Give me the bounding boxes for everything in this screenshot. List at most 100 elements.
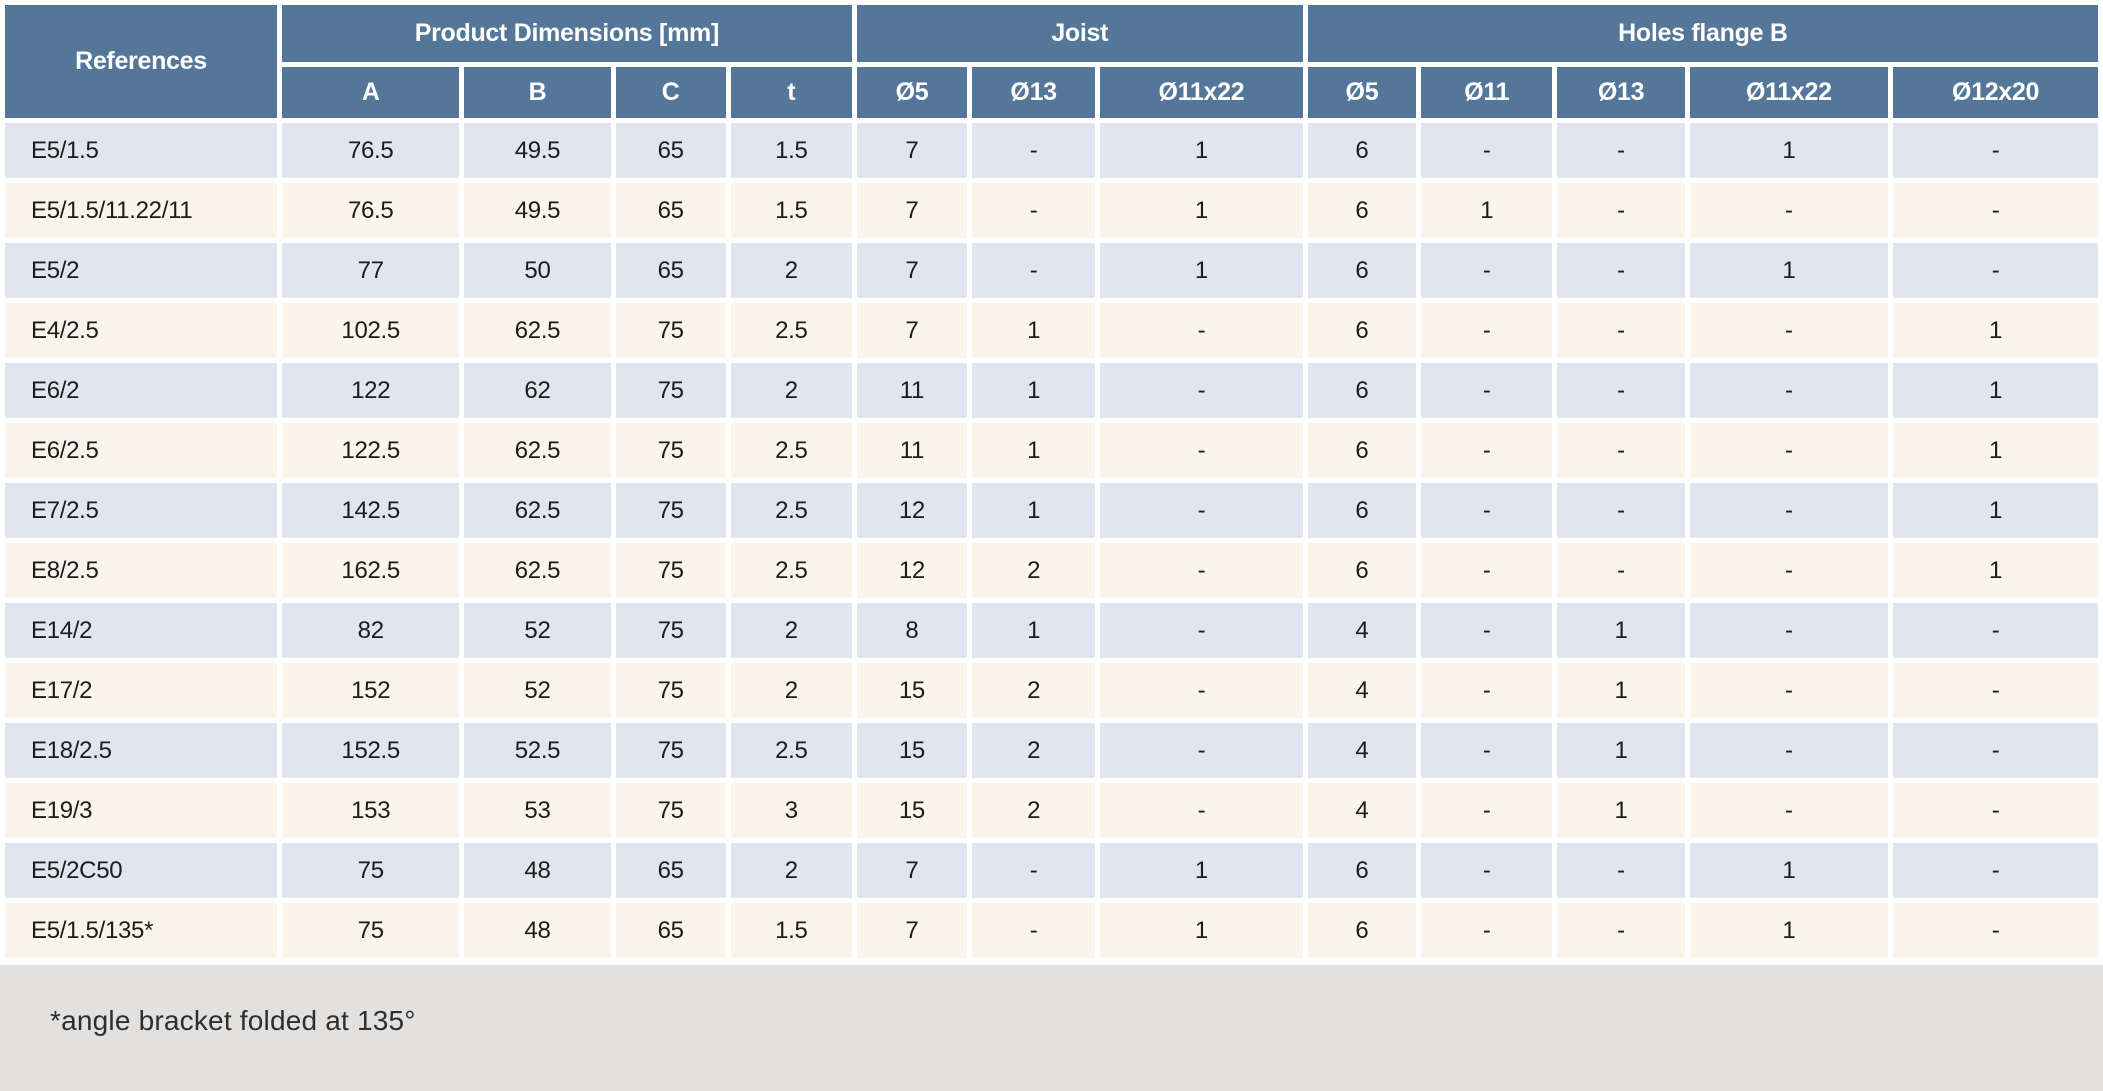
reference-cell: E14/2	[0, 598, 282, 663]
value-cell: -	[1888, 178, 2103, 243]
value-cell: 122.5	[276, 418, 465, 483]
table-row: E5/1.5/11.22/11 76.5 49.5 65 1.5 7-1 6 1- - -	[0, 178, 2103, 243]
value-cell: 75	[610, 358, 731, 423]
value-cell: 8	[851, 598, 973, 663]
value-cell: 4	[1302, 598, 1422, 663]
value-cell: -	[1095, 778, 1308, 843]
reference-cell: E5/1.5/135*	[0, 898, 282, 963]
value-cell: 1	[967, 418, 1101, 483]
value-cell: 12	[851, 478, 973, 543]
value-cell: -	[1416, 838, 1558, 903]
value-cell: -	[1888, 778, 2103, 843]
value-cell: -	[1416, 778, 1558, 843]
value-cell: 6	[1302, 178, 1422, 243]
value-cell: 49.5	[459, 118, 616, 183]
product-spec-table: References Product Dimensions [mm] Joist…	[0, 0, 2103, 963]
value-cell: 75	[276, 898, 465, 963]
value-cell: -	[1416, 538, 1558, 603]
value-cell: 1	[1684, 898, 1894, 963]
value-cell: -	[967, 118, 1101, 183]
header-sub-row: A B C t Ø5 Ø13 Ø11x22 Ø5 Ø11 Ø13 Ø11x22 …	[3, 62, 2103, 123]
value-cell: -	[1552, 118, 1690, 183]
value-cell: 11	[851, 418, 973, 483]
column-header-holes-d11x22: Ø11x22	[1684, 62, 1894, 123]
value-cell: -	[1684, 778, 1894, 843]
value-cell: 2	[725, 358, 857, 423]
value-cell: 6	[1302, 538, 1422, 603]
value-cell: 2	[725, 838, 857, 903]
reference-cell: E5/2	[0, 238, 282, 303]
column-header-holes-d11: Ø11	[1416, 62, 1558, 123]
table-header: References Product Dimensions [mm] Joist…	[0, 0, 2103, 123]
value-cell: 2	[725, 598, 857, 663]
value-cell: 7	[851, 838, 973, 903]
table-row: E18/2.5 152.5 52.5 75 2.5 15 2-4-1- -	[0, 718, 2103, 783]
column-header-dim-t: t	[725, 62, 857, 123]
value-cell: 152.5	[276, 718, 465, 783]
value-cell: 1	[1888, 418, 2103, 483]
table-row: E19/3 153 53 75 3 15 2-4-1- -	[0, 778, 2103, 843]
value-cell: -	[967, 238, 1101, 303]
value-cell: 142.5	[276, 478, 465, 543]
reference-cell: E6/2.5	[0, 418, 282, 483]
value-cell: 4	[1302, 718, 1422, 783]
value-cell: -	[1684, 418, 1894, 483]
value-cell: 75	[610, 478, 731, 543]
value-cell: 62.5	[459, 538, 616, 603]
value-cell: 1	[1095, 118, 1308, 183]
footnote-band: *angle bracket folded at 135°	[0, 963, 2103, 1091]
value-cell: 15	[851, 718, 973, 783]
column-header-holes-d5: Ø5	[1302, 62, 1422, 123]
reference-cell: E5/2C50	[0, 838, 282, 903]
value-cell: -	[1095, 538, 1308, 603]
value-cell: 1.5	[725, 118, 857, 183]
value-cell: -	[1552, 538, 1690, 603]
value-cell: 7	[851, 118, 973, 183]
value-cell: 77	[276, 238, 465, 303]
column-header-joist-d11x22: Ø11x22	[1095, 62, 1308, 123]
value-cell: -	[1095, 358, 1308, 423]
value-cell: -	[1888, 238, 2103, 303]
value-cell: 1.5	[725, 178, 857, 243]
value-cell: 1	[1684, 238, 1894, 303]
column-header-dim-b: B	[459, 62, 616, 123]
value-cell: 1	[1888, 358, 2103, 423]
value-cell: -	[1416, 598, 1558, 663]
group-header-product-dimensions: Product Dimensions [mm]	[276, 0, 857, 67]
value-cell: -	[1552, 418, 1690, 483]
value-cell: 65	[610, 838, 731, 903]
value-cell: 2	[967, 778, 1101, 843]
value-cell: 1	[1684, 838, 1894, 903]
value-cell: 153	[276, 778, 465, 843]
value-cell: 6	[1302, 418, 1422, 483]
column-header-dim-a: A	[276, 62, 465, 123]
value-cell: -	[1416, 418, 1558, 483]
value-cell: 1	[967, 478, 1101, 543]
value-cell: 52	[459, 658, 616, 723]
value-cell: -	[967, 178, 1101, 243]
value-cell: 75	[610, 598, 731, 663]
reference-cell: E19/3	[0, 778, 282, 843]
value-cell: -	[1095, 478, 1308, 543]
value-cell: 62.5	[459, 478, 616, 543]
value-cell: 3	[725, 778, 857, 843]
value-cell: -	[1416, 898, 1558, 963]
value-cell: -	[1888, 838, 2103, 903]
value-cell: -	[967, 898, 1101, 963]
value-cell: 4	[1302, 658, 1422, 723]
column-header-holes-d12x20: Ø12x20	[1888, 62, 2103, 123]
value-cell: -	[1095, 658, 1308, 723]
value-cell: 2	[725, 658, 857, 723]
footnote-text: *angle bracket folded at 135°	[50, 1005, 416, 1036]
value-cell: 48	[459, 898, 616, 963]
table-body: E5/1.5 76.5 49.5 65 1.5 7-1 6- -1- E5/1.5/11.22/…	[0, 118, 2103, 963]
value-cell: 65	[610, 238, 731, 303]
value-cell: -	[1552, 358, 1690, 423]
value-cell: 75	[276, 838, 465, 903]
value-cell: 1	[1888, 538, 2103, 603]
value-cell: 48	[459, 838, 616, 903]
table-row: E5/1.5 76.5 49.5 65 1.5 7-1 6- -1-	[0, 118, 2103, 183]
value-cell: 122	[276, 358, 465, 423]
reference-cell: E5/1.5	[0, 118, 282, 183]
table-row: E5/2 77 50 65 2 7-1 6- -1-	[0, 238, 2103, 303]
